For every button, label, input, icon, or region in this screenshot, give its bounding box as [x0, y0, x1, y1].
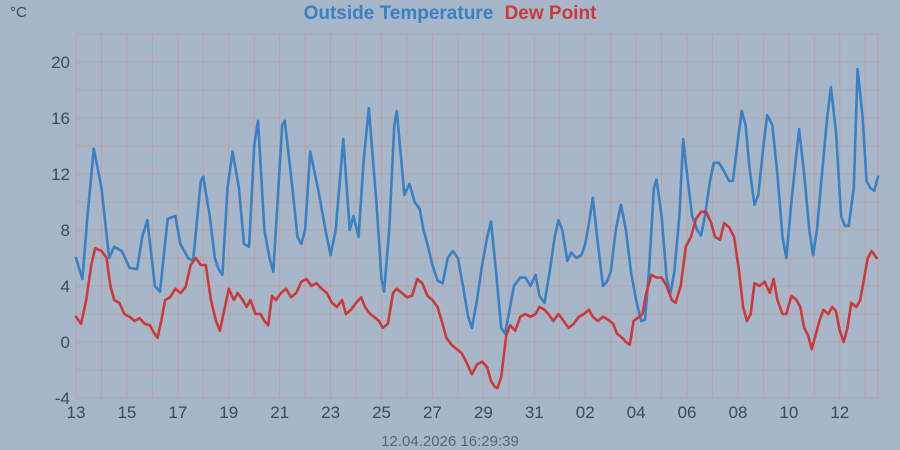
legend-dew-point: Dew Point — [505, 3, 598, 24]
x-tick-label: 02 — [576, 403, 595, 422]
x-tick-label: 06 — [678, 403, 697, 422]
x-tick-label: 25 — [372, 403, 391, 422]
x-tick-label: 08 — [729, 403, 748, 422]
x-tick-label: 12 — [830, 403, 849, 422]
y-axis-unit: °C — [10, 4, 27, 21]
y-tick-label: 16 — [51, 109, 70, 128]
x-tick-label: 21 — [270, 403, 289, 422]
x-axis-ticks: 13 15 17 19 21 23 25 27 29 31 02 04 06 08 10 12 — [67, 403, 850, 422]
legend-outside-temperature: Outside Temperature — [304, 3, 494, 24]
x-tick-label: 13 — [67, 403, 86, 422]
x-tick-label: 17 — [168, 403, 187, 422]
x-tick-label: 04 — [627, 403, 646, 422]
x-tick-label: 19 — [219, 403, 238, 422]
y-tick-label: 8 — [61, 221, 70, 240]
x-tick-label: 23 — [321, 403, 340, 422]
y-tick-label: 4 — [61, 277, 70, 296]
x-tick-label: 15 — [117, 403, 136, 422]
y-tick-label: 20 — [51, 53, 70, 72]
chart-title: Outside Temperature Dew Point — [304, 3, 597, 24]
y-tick-label: 12 — [51, 165, 70, 184]
x-tick-label: 27 — [423, 403, 442, 422]
x-tick-label: 29 — [474, 403, 493, 422]
x-tick-label: 10 — [779, 403, 798, 422]
y-tick-label: 0 — [61, 333, 70, 352]
generated-timestamp: 12.04.2026 16:29:39 — [381, 433, 519, 450]
x-tick-label: 31 — [525, 403, 544, 422]
